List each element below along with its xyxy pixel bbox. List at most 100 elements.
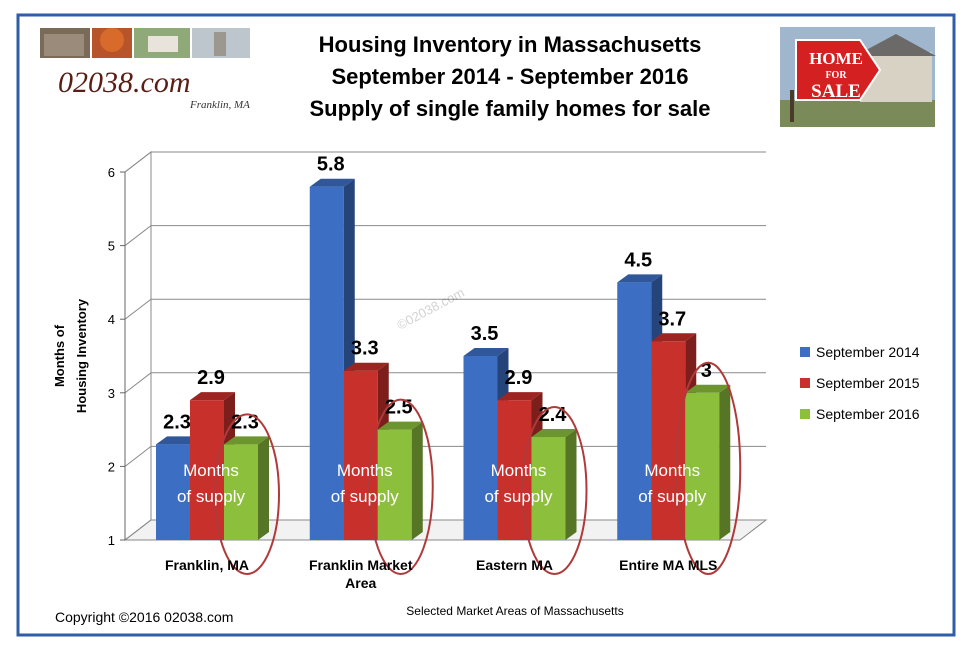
bar-top [617,274,663,283]
bar-top [651,333,697,342]
bar-side [411,421,423,540]
data-label: 3.5 [471,323,499,345]
category-label: Entire MA MLS [619,557,717,573]
bar-top [190,392,235,401]
logo-photos [40,28,250,58]
y-tick-label: 2 [108,459,115,474]
annotations: Months of supply Months of supply Months of s… [177,361,742,576]
copyright-text: Copyright ©2016 02038.com [55,609,233,625]
data-label: 2.9 [197,367,225,389]
data-label: 5.8 [317,154,345,176]
photo-3-house [148,36,178,52]
sale-photo-lawn [780,100,935,127]
bar-front [497,400,532,540]
data-label: 3.7 [658,308,686,330]
legend-label: September 2016 [816,406,920,422]
sign-post [790,90,794,122]
bar [685,384,731,540]
annotation-line-1: Months [337,461,393,480]
bar [531,428,577,540]
legend: September 2014 September 2015 September 20… [800,344,920,422]
bar-top [531,428,577,437]
highlight-circle [521,405,588,576]
bar-front [309,186,344,540]
bar-top [343,362,389,371]
bar-side [258,436,269,540]
y-tick-label: 3 [108,386,115,401]
highlight-circle [214,413,280,575]
legend-swatch [800,347,810,357]
legend-label: September 2015 [816,375,920,391]
y-tick-label: 4 [108,312,115,327]
sale-photo-roof [855,34,936,56]
title-line-3: Supply of single family homes for sale [310,96,711,121]
bar-front [617,282,652,540]
legend-swatch [800,378,810,388]
bar-top [497,392,543,401]
category-label: Franklin, MA [165,557,249,573]
data-label: 2.9 [505,367,533,389]
sign-text-for: FOR [825,70,847,81]
highlight-circle [675,361,742,575]
bar-front [463,356,498,540]
y-axis-label-line-2: Housing Inventory [74,298,89,413]
annotation-line-2: of supply [177,487,246,506]
sign-text-home: HOME [809,49,863,68]
bar-front [190,400,224,540]
photo-2-tree [100,28,124,52]
annotation-line-2: of supply [331,487,400,506]
data-label: 3 [701,360,712,382]
bar-top [156,436,201,445]
data-label: 3.3 [351,338,379,360]
y-tick-label: 5 [108,239,115,254]
legend-label: September 2014 [816,344,920,360]
category-label: Eastern MA [476,557,553,573]
highlight-circle [367,398,434,575]
photo-4-statue [214,32,226,56]
bar-front [343,370,378,540]
gridline [124,298,766,320]
sale-sign [795,39,882,101]
sign-text-sale: SALE [811,81,861,102]
bar-top [309,178,355,187]
gridline [124,151,766,173]
data-label: 4.5 [624,249,652,271]
y-axis-label: Months of Housing Inventory [52,298,89,413]
bar [377,421,423,540]
bar-front [685,392,720,540]
y-tick-label: 1 [108,533,115,548]
y-axis-label-line-1: Months of [52,324,67,387]
bar-side [719,384,731,540]
annotation-line-1: Months [491,461,547,480]
bar-front [224,444,258,540]
x-axis-label: Selected Market Areas of Massachusetts [406,604,623,618]
title-line-1: Housing Inventory in Massachusetts [319,32,702,57]
bar-top [463,348,509,356]
bar [224,436,269,540]
logo-text: 02038.com [58,66,190,99]
photo-1-building [44,34,84,56]
bar-side [565,428,577,540]
bar-front [651,341,686,540]
y-axis-ticks: 1 2 3 4 5 6 [108,165,126,548]
legend-swatch [800,409,810,419]
data-label: 2.3 [163,411,191,433]
title-line-2: September 2014 - September 2016 [331,64,688,89]
annotation-line-1: Months [644,461,700,480]
gridline [124,372,766,394]
side-wall [124,150,152,542]
bar-top [377,421,423,430]
y-tick-label: 6 [108,165,115,180]
annotation-line-2: of supply [484,487,553,506]
annotation-line-2: of supply [638,487,707,506]
annotation-line-1: Months [183,461,239,480]
bar-top [224,436,269,445]
bar-front [531,436,566,540]
logo-subtext: Franklin, MA [189,99,250,111]
bars [156,178,731,540]
category-label: Area [345,575,376,591]
chart-title: Housing Inventory in Massachusetts Septe… [310,32,711,121]
category-labels: Franklin, MA Franklin Market Area Eastern M… [165,557,717,591]
